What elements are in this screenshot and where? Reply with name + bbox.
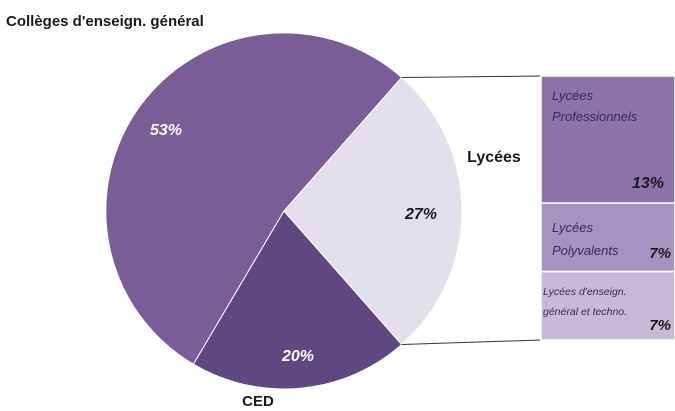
connector-line-top [401,75,542,78]
bar-label-polyvalents-line2: Polyvalents [552,243,619,258]
label-ced: CED [242,393,274,410]
label-lycees: Lycées [467,149,521,166]
bar-pct-polyvalents: 7% [649,245,671,262]
connector-line-bottom [401,339,542,345]
pct-ced: 20% [281,348,314,365]
bar-label-polyvalents-line1: Lycées [552,220,593,235]
pie-slice-colleges [105,32,403,365]
bar-label-general-techno-line1: Lycées d'enseign. [543,286,627,298]
bar-pct-general-techno: 7% [649,317,671,334]
bar-label-general-techno-line2: général et techno. [543,306,627,318]
bar-segment-general-techno [540,270,675,341]
label-colleges: Collèges d'enseign. général [6,13,204,30]
pct-lycees: 27% [404,206,437,223]
pie-slice-ced [192,210,403,390]
bar-pct-professionnels: 13% [632,175,664,192]
pie-slice-lycees [283,76,463,346]
bar-label-professionnels-line1: Lycées [552,88,593,103]
bar-label-professionnels-line2: Professionnels [552,109,638,124]
bar-segment-polyvalents [540,202,675,273]
pct-colleges: 53% [150,122,182,139]
